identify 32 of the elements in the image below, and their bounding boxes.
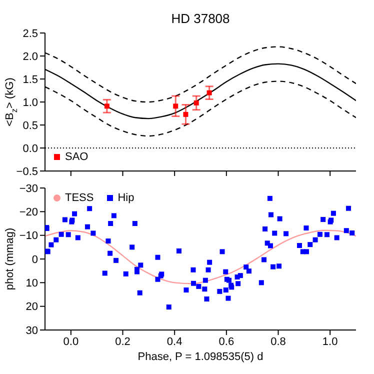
point [104, 104, 110, 109]
y-tick-label: −0.5 [16, 166, 38, 178]
y-tick-label: 0.0 [22, 142, 38, 155]
point [173, 104, 178, 109]
y-tick-label: −20 [19, 206, 38, 219]
line-series [45, 230, 356, 284]
x-tick-label: 0.6 [218, 336, 234, 348]
legend-label: Hip [118, 192, 134, 204]
x-tick-label: 1.0 [322, 336, 338, 348]
point [194, 100, 199, 106]
point [183, 112, 188, 117]
y-tick-label: 30 [26, 324, 38, 337]
legend-label: SAO [65, 151, 88, 163]
x-tick-label: 0.2 [115, 336, 130, 348]
y-tick-label: 20 [26, 301, 38, 314]
x-tick-label: 0.4 [166, 336, 182, 348]
y-tick-label: −30 [19, 182, 38, 195]
x-tick-label: 0.8 [270, 336, 286, 348]
y-tick-label: 2.5 [22, 28, 38, 40]
y-tick-label: 1.0 [22, 96, 38, 109]
y-tick-label: 10 [26, 278, 38, 290]
point [206, 90, 212, 96]
chart-title: HD 37808 [170, 11, 231, 26]
y-tick-label: 0.5 [22, 120, 38, 132]
x-tick-label: 0.0 [63, 336, 79, 348]
y-tick-label: −10 [19, 230, 38, 242]
y-tick-label: 2.0 [22, 50, 38, 63]
y-axis-title: phot (mmag) [4, 228, 16, 290]
y-tick-label: 0 [32, 254, 38, 266]
x-axis-title: Phase, P = 1.098535(5) d [138, 351, 264, 363]
y-tick-label: 1.5 [22, 74, 38, 86]
legend-label: TESS [65, 192, 94, 204]
